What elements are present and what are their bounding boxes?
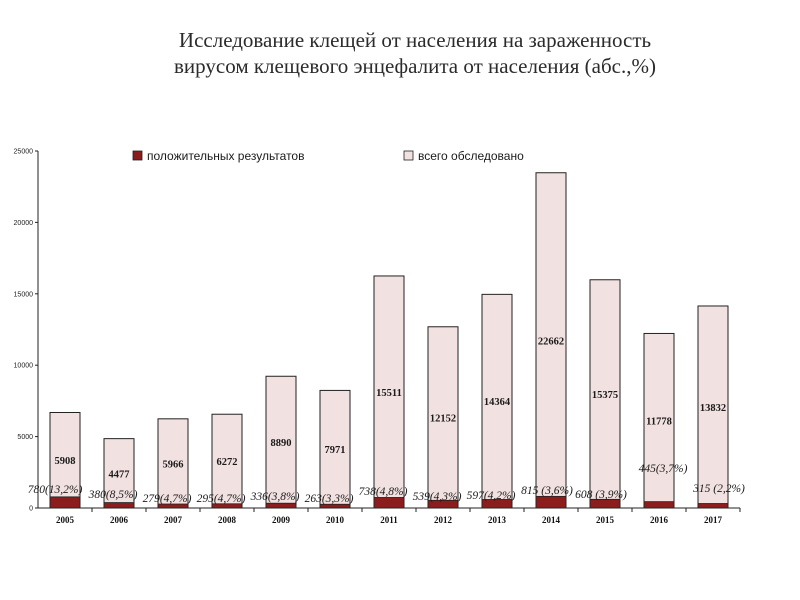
- bar-total-2009: [265, 375, 297, 509]
- bar-positive-2011: [373, 497, 405, 509]
- data-label-positive: 380(8,5%): [88, 489, 138, 501]
- legend-swatch-total: [403, 150, 414, 161]
- bar-positive-2014: [535, 495, 567, 509]
- data-label-total: 22662: [538, 336, 564, 347]
- x-tick-label: 2010: [326, 515, 345, 525]
- y-tick-label: 15000: [14, 291, 34, 298]
- x-tick-label: 2016: [650, 515, 669, 525]
- y-tick-label: 0: [29, 506, 33, 513]
- bar-total-2011: [373, 275, 405, 509]
- bar-total-2007: [157, 418, 189, 509]
- x-tick-label: 2013: [488, 515, 507, 525]
- bar-positive-2012: [427, 499, 459, 509]
- bar-total-2014: [535, 172, 567, 509]
- x-tick-label: 2017: [704, 515, 723, 525]
- data-label-total: 4477: [109, 469, 130, 480]
- chart-axes: 0 5000 10000 15000 20000 25000 2005 2006 2007 200…: [14, 149, 741, 525]
- bar-positive-2006: [103, 502, 135, 509]
- bar-positive-2008: [211, 503, 243, 509]
- x-tick-label: 2007: [164, 515, 183, 525]
- bar-total-2016: [643, 332, 675, 509]
- data-label-total: 15511: [376, 388, 402, 399]
- data-label-positive: 738(4,8%): [359, 486, 408, 498]
- data-label-positive: 336(3,8%): [250, 491, 300, 503]
- data-label-total: 13832: [700, 403, 726, 414]
- slide-title: Исследование клещей от населения на зара…: [0, 27, 800, 79]
- y-tick-label: 20000: [14, 220, 34, 227]
- x-tick-label: 2012: [434, 515, 453, 525]
- legend-swatch-positive: [132, 150, 143, 161]
- data-label-positive: 445(3,7%): [639, 463, 688, 475]
- bar-positive-2010: [319, 503, 351, 509]
- data-label-positive: 597(4,2%): [467, 490, 516, 502]
- data-label-positive: 815 (3,6%): [521, 485, 573, 497]
- legend-label-positive: положительных результатов: [147, 149, 304, 163]
- data-label-total: 12152: [430, 413, 456, 424]
- bar-total-2013: [481, 293, 513, 509]
- bar-positive-2017: [697, 503, 729, 509]
- bar-total-2015: [589, 279, 621, 509]
- bar-positive-2007: [157, 503, 189, 509]
- y-tick-label: 5000: [17, 434, 33, 441]
- data-label-total: 6272: [217, 457, 238, 468]
- data-label-total: 8890: [271, 438, 292, 449]
- bar-total-2006: [103, 438, 135, 509]
- x-tick-label: 2015: [596, 515, 615, 525]
- bar-total-2012: [427, 326, 459, 509]
- x-tick-label: 2008: [218, 515, 237, 525]
- x-tick-label: 2009: [272, 515, 291, 525]
- x-tick-label: 2005: [56, 515, 75, 525]
- bar-positive-2009: [265, 502, 297, 509]
- data-label-total: 15375: [592, 390, 618, 401]
- chart-bars: [49, 172, 729, 509]
- bar-positive-2005: [49, 496, 81, 509]
- bar-total-2010: [319, 389, 351, 509]
- bar-total-2017: [697, 305, 729, 509]
- bar-total-2005: [49, 411, 81, 509]
- y-tick-label: 10000: [14, 363, 34, 370]
- x-tick-label: 2014: [542, 515, 561, 525]
- data-label-positive: 263(3,3%): [305, 493, 354, 505]
- data-label-total: 5908: [55, 456, 76, 467]
- x-tick-label: 2011: [380, 515, 398, 525]
- bar-positive-2015: [589, 498, 621, 509]
- data-label-positive: 315 (2,2%): [692, 483, 745, 495]
- data-label-total: 11778: [646, 417, 672, 428]
- data-label-total: 7971: [325, 445, 346, 456]
- legend-label-total: всего обследовано: [418, 149, 524, 163]
- chart-labels: 5908 780(13,2%) 4477 380(8,5%) 5966 279(4,7%)…: [28, 336, 745, 505]
- data-label-total: 5966: [163, 459, 184, 470]
- data-label-positive: 279(4,7%): [143, 493, 192, 505]
- data-label-positive: 780(13,2%): [28, 484, 83, 496]
- data-label-positive: 539(4,3%): [413, 491, 462, 503]
- slide-title-line-2: вирусом клещевого энцефалита от населени…: [174, 54, 656, 78]
- bar-positive-2016: [643, 501, 675, 509]
- slide-title-line-1: Исследование клещей от населения на зара…: [178, 28, 652, 52]
- y-tick-label: 25000: [14, 149, 34, 156]
- data-label-positive: 608 (3,9%): [575, 489, 627, 501]
- data-label-total: 14364: [484, 397, 511, 408]
- data-label-positive: 295(4,7%): [197, 493, 246, 505]
- x-tick-label: 2006: [110, 515, 129, 525]
- bar-positive-2013: [481, 499, 513, 509]
- chart-legend: положительных результатов всего обследов…: [132, 149, 524, 163]
